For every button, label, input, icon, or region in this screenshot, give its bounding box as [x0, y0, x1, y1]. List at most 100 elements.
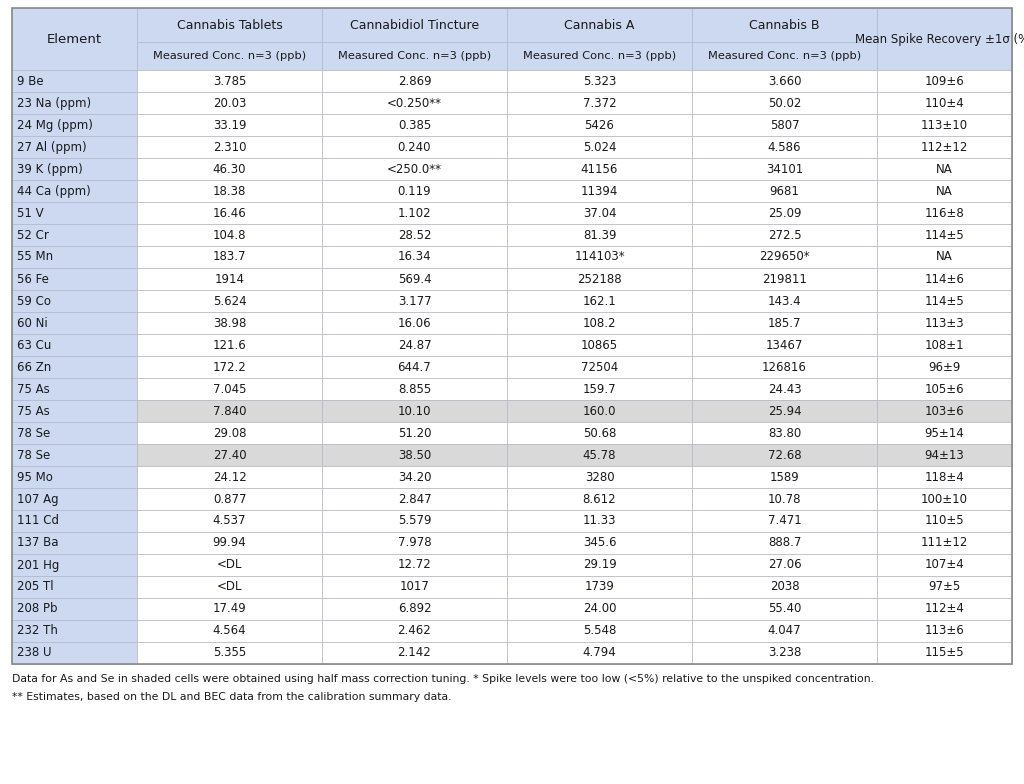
Text: 111 Cd: 111 Cd [17, 514, 59, 528]
Bar [877, 180, 1012, 202]
Text: 160.0: 160.0 [583, 405, 616, 418]
Text: 3.238: 3.238 [768, 647, 801, 659]
Bar [692, 92, 877, 114]
Bar [322, 136, 507, 158]
Bar [692, 510, 877, 532]
Text: 0.240: 0.240 [397, 140, 431, 154]
Bar [137, 598, 322, 620]
Text: 1589: 1589 [770, 470, 800, 484]
Text: 5.624: 5.624 [213, 295, 247, 307]
Text: 5.355: 5.355 [213, 647, 246, 659]
Bar [137, 422, 322, 444]
Text: 272.5: 272.5 [768, 228, 802, 241]
Bar [877, 378, 1012, 400]
Text: 4.537: 4.537 [213, 514, 246, 528]
Bar [507, 70, 692, 92]
Bar [12, 576, 137, 598]
Bar [322, 422, 507, 444]
Text: 5.323: 5.323 [583, 74, 616, 88]
Text: 51.20: 51.20 [397, 426, 431, 440]
Bar [877, 92, 1012, 114]
Bar [507, 466, 692, 488]
Text: 1914: 1914 [214, 273, 245, 285]
Bar [692, 42, 877, 70]
Text: 95 Mo: 95 Mo [17, 470, 53, 484]
Bar [877, 466, 1012, 488]
Bar [692, 70, 877, 92]
Bar [322, 554, 507, 576]
Text: 103±6: 103±6 [925, 405, 965, 418]
Text: 159.7: 159.7 [583, 383, 616, 395]
Text: 113±6: 113±6 [925, 625, 965, 637]
Bar [137, 8, 322, 42]
Bar [507, 642, 692, 664]
Text: 229650*: 229650* [759, 251, 810, 263]
Text: 66 Zn: 66 Zn [17, 361, 51, 373]
Text: 55 Mn: 55 Mn [17, 251, 53, 263]
Text: 45.78: 45.78 [583, 448, 616, 462]
Bar [692, 246, 877, 268]
Bar [692, 444, 877, 466]
Bar [12, 378, 137, 400]
Text: Measured Conc. n=3 (ppb): Measured Conc. n=3 (ppb) [153, 51, 306, 61]
Text: 115±5: 115±5 [925, 647, 965, 659]
Text: 34.20: 34.20 [397, 470, 431, 484]
Text: 9 Be: 9 Be [17, 74, 44, 88]
Bar [137, 312, 322, 334]
Text: 6.892: 6.892 [397, 602, 431, 615]
Bar [137, 70, 322, 92]
Text: 33.19: 33.19 [213, 118, 246, 132]
Text: 41156: 41156 [581, 162, 618, 176]
Text: 1739: 1739 [585, 580, 614, 593]
Text: NA: NA [936, 251, 953, 263]
Text: 232 Th: 232 Th [17, 625, 58, 637]
Bar [322, 224, 507, 246]
Bar [322, 70, 507, 92]
Text: 219811: 219811 [762, 273, 807, 285]
Bar [507, 114, 692, 136]
Text: 81.39: 81.39 [583, 228, 616, 241]
Text: 27 Al (ppm): 27 Al (ppm) [17, 140, 87, 154]
Text: 201 Hg: 201 Hg [17, 558, 59, 572]
Bar [877, 620, 1012, 642]
Bar [877, 224, 1012, 246]
Text: 38.98: 38.98 [213, 317, 246, 329]
Bar [692, 356, 877, 378]
Text: 11.33: 11.33 [583, 514, 616, 528]
Bar [12, 8, 1012, 664]
Bar [507, 422, 692, 444]
Bar [12, 158, 137, 180]
Text: 888.7: 888.7 [768, 536, 801, 550]
Text: Cannabis B: Cannabis B [750, 19, 820, 31]
Bar [322, 488, 507, 510]
Text: 114103*: 114103* [574, 251, 625, 263]
Bar [137, 334, 322, 356]
Text: 24.12: 24.12 [213, 470, 247, 484]
Text: 4.794: 4.794 [583, 647, 616, 659]
Text: 2.462: 2.462 [397, 625, 431, 637]
Text: Data for As and Se in shaded cells were obtained using half mass correction tuni: Data for As and Se in shaded cells were … [12, 674, 874, 684]
Text: 107±4: 107±4 [925, 558, 965, 572]
Bar [507, 334, 692, 356]
Bar [507, 268, 692, 290]
Text: 16.34: 16.34 [397, 251, 431, 263]
Text: 114±5: 114±5 [925, 228, 965, 241]
Text: 104.8: 104.8 [213, 228, 246, 241]
Bar [507, 42, 692, 70]
Bar [137, 290, 322, 312]
Bar [507, 620, 692, 642]
Bar [692, 422, 877, 444]
Text: 0.877: 0.877 [213, 492, 246, 506]
Bar [507, 224, 692, 246]
Text: Measured Conc. n=3 (ppb): Measured Conc. n=3 (ppb) [338, 51, 492, 61]
Text: 105±6: 105±6 [925, 383, 965, 395]
Text: 185.7: 185.7 [768, 317, 801, 329]
Bar [692, 136, 877, 158]
Bar [137, 92, 322, 114]
Text: 108.2: 108.2 [583, 317, 616, 329]
Text: 7.840: 7.840 [213, 405, 246, 418]
Bar [877, 246, 1012, 268]
Text: 24 Mg (ppm): 24 Mg (ppm) [17, 118, 93, 132]
Text: 110±5: 110±5 [925, 514, 965, 528]
Bar [507, 576, 692, 598]
